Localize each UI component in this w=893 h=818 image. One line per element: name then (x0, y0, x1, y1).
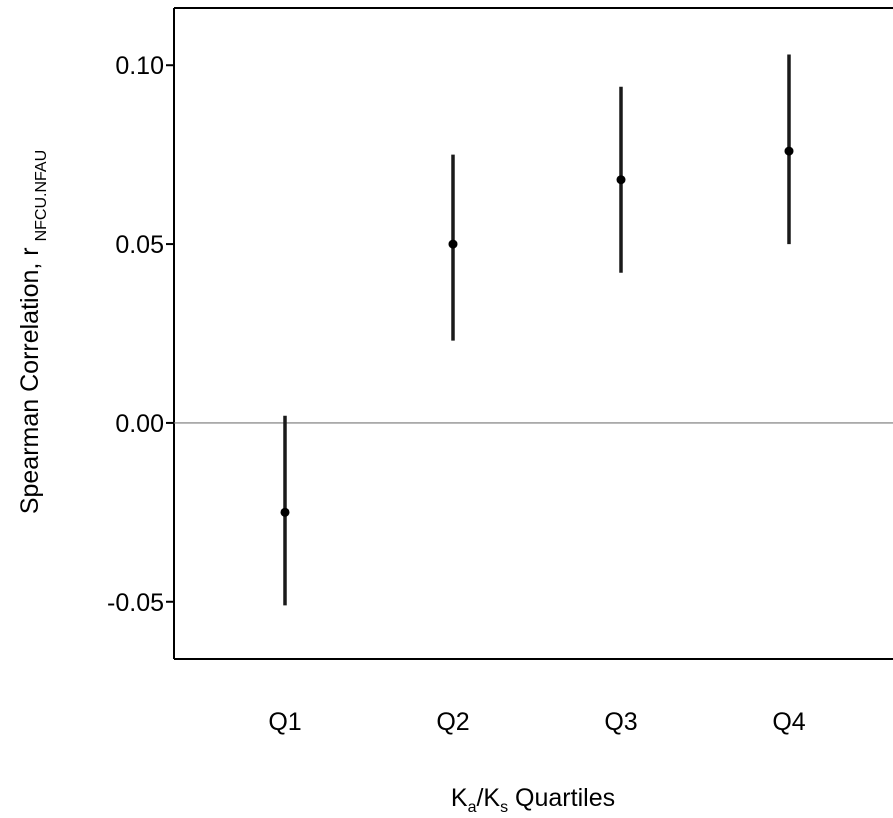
y-tick-label: 0.10 (115, 52, 164, 80)
x-tick-label: Q1 (268, 708, 301, 736)
plot-frame (173, 7, 893, 660)
x-tick-label: Q4 (772, 708, 805, 736)
y-tick-label: -0.05 (107, 589, 164, 617)
x-axis-title: Ka/Ks Quartiles (451, 784, 615, 816)
x-tick-label: Q3 (604, 708, 637, 736)
data-point (616, 175, 626, 185)
x-axis-ticks: Q1 Q2 Q3 Q4 (268, 708, 805, 736)
data-marks (280, 54, 794, 606)
y-axis-title: Spearman Correlation, rNFCU.NFAU (16, 150, 50, 514)
data-point (280, 507, 290, 517)
y-axis-ticks: -0.05 0.00 0.05 0.10 (107, 52, 174, 617)
y-tick-label: 0.05 (115, 231, 164, 259)
data-point (448, 239, 458, 249)
x-tick-label: Q2 (436, 708, 469, 736)
y-tick-label: 0.00 (115, 410, 164, 438)
data-point (784, 146, 794, 156)
